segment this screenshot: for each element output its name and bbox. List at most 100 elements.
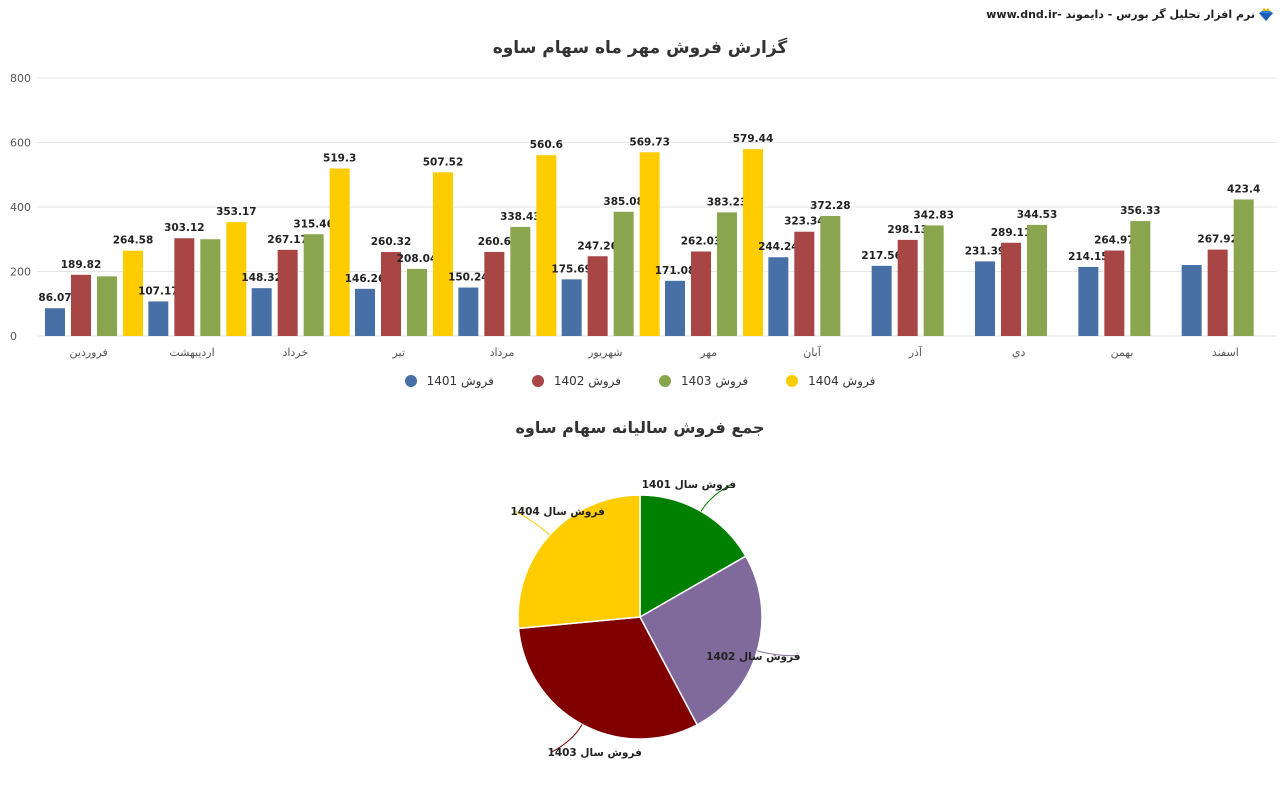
bar[interactable] bbox=[45, 308, 65, 336]
bar[interactable] bbox=[975, 261, 995, 336]
y-tick-label: 400 bbox=[10, 201, 31, 214]
bar[interactable] bbox=[871, 265, 892, 336]
data-label: 264.97 bbox=[1094, 235, 1135, 247]
bar[interactable] bbox=[226, 222, 247, 336]
data-label: 260.6 bbox=[478, 236, 511, 248]
bar-group: 231.39 289.11 344.53 bbox=[965, 209, 1057, 336]
legend-item[interactable]: فروش 1401 bbox=[404, 374, 494, 388]
y-tick-label: 200 bbox=[10, 266, 31, 279]
pie-slice[interactable] bbox=[517, 494, 641, 630]
data-label: 86.07 bbox=[38, 292, 71, 304]
bar[interactable] bbox=[484, 251, 505, 336]
data-label: 423.4 bbox=[1227, 183, 1260, 195]
bar[interactable] bbox=[923, 225, 944, 336]
bar[interactable] bbox=[820, 215, 841, 336]
bar-group: 217.56 298.13 342.83 bbox=[861, 209, 954, 336]
bar[interactable] bbox=[613, 211, 634, 336]
bar[interactable] bbox=[251, 288, 272, 336]
data-label: 264.58 bbox=[113, 235, 154, 247]
x-tick-label: خرداد bbox=[282, 346, 308, 359]
data-label: 315.46 bbox=[293, 218, 334, 230]
bar-chart: 0 200 400 600 800 86.07 189.82 264.58 فروردین 107… bbox=[10, 72, 1277, 359]
bar[interactable] bbox=[691, 251, 711, 336]
legend-dot-icon bbox=[786, 375, 799, 387]
data-label: 298.13 bbox=[887, 224, 928, 236]
bar[interactable] bbox=[717, 212, 737, 336]
data-label: 372.28 bbox=[810, 200, 851, 212]
pie-connector bbox=[700, 483, 733, 512]
pie-label: فروش سال 1401 bbox=[642, 479, 736, 491]
x-tick-label: اسفند bbox=[1212, 346, 1239, 359]
data-label: 342.83 bbox=[913, 209, 954, 221]
bar[interactable] bbox=[381, 252, 401, 336]
bar-chart-title: گزارش فروش مهر ماه سهام ساوه bbox=[492, 38, 788, 58]
bar[interactable] bbox=[329, 168, 350, 336]
pie-chart-title: جمع فروش سالیانه سهام ساوه bbox=[515, 418, 765, 437]
bar-group: 171.08 262.03 383.23 579.44 bbox=[655, 133, 774, 336]
legend-item[interactable]: فروش 1404 bbox=[786, 374, 875, 388]
data-label: 208.04 bbox=[397, 253, 438, 265]
legend-item[interactable]: فروش 1402 bbox=[531, 374, 621, 388]
y-tick-label: 0 bbox=[10, 330, 17, 343]
bar[interactable] bbox=[148, 301, 169, 336]
bar[interactable] bbox=[407, 268, 427, 336]
bar[interactable] bbox=[1027, 224, 1047, 336]
bar[interactable] bbox=[1207, 249, 1228, 336]
bar-group: 267.92 423.4 bbox=[1181, 183, 1260, 336]
bar[interactable] bbox=[303, 234, 324, 336]
bar[interactable] bbox=[1001, 242, 1021, 336]
diamond-crown-icon bbox=[1259, 8, 1273, 21]
bar[interactable] bbox=[743, 149, 763, 336]
bar[interactable] bbox=[768, 257, 789, 336]
data-label: 171.08 bbox=[655, 265, 696, 277]
bar[interactable] bbox=[174, 238, 195, 336]
bar[interactable] bbox=[1233, 199, 1254, 336]
bar[interactable] bbox=[433, 172, 453, 336]
data-label: 289.11 bbox=[991, 227, 1032, 239]
bar-group: 244.24 323.34 372.28 bbox=[758, 200, 851, 336]
bar[interactable] bbox=[665, 280, 685, 336]
bar[interactable] bbox=[897, 239, 918, 336]
bar[interactable] bbox=[536, 155, 557, 336]
data-label: 323.34 bbox=[784, 216, 825, 228]
data-label: 569.73 bbox=[629, 136, 670, 148]
data-label: 150.24 bbox=[448, 272, 489, 284]
bar[interactable] bbox=[1130, 221, 1151, 336]
legend-label: فروش 1402 bbox=[553, 374, 621, 388]
data-label: 385.08 bbox=[603, 196, 644, 208]
bar[interactable] bbox=[458, 287, 479, 336]
x-tick-label: آذر bbox=[908, 345, 923, 359]
bar[interactable] bbox=[71, 274, 91, 336]
x-tick-label: تیر bbox=[391, 346, 404, 359]
bar[interactable] bbox=[639, 152, 660, 336]
bar[interactable] bbox=[510, 226, 531, 336]
y-tick-label: 600 bbox=[10, 137, 31, 150]
data-label: 148.32 bbox=[241, 272, 282, 284]
bar[interactable] bbox=[355, 288, 375, 336]
bar[interactable] bbox=[200, 239, 221, 336]
x-tick-label: فروردین bbox=[70, 346, 108, 359]
bar[interactable] bbox=[794, 231, 815, 336]
pie-connector bbox=[551, 724, 583, 753]
bar[interactable] bbox=[97, 276, 117, 336]
bar[interactable] bbox=[1104, 250, 1125, 336]
legend-item[interactable]: فروش 1403 bbox=[659, 374, 748, 388]
data-label: 579.44 bbox=[733, 133, 774, 145]
data-label: 214.15 bbox=[1068, 251, 1109, 263]
bar-group: 175.69 247.26 385.08 569.73 bbox=[551, 136, 670, 336]
bar[interactable] bbox=[123, 250, 143, 336]
data-label: 175.69 bbox=[551, 263, 592, 275]
data-label: 353.17 bbox=[216, 206, 257, 218]
data-label: 262.03 bbox=[681, 235, 722, 247]
bar-group: 214.15 264.97 356.33 bbox=[1068, 205, 1161, 336]
bar[interactable] bbox=[1078, 266, 1099, 336]
bar[interactable] bbox=[561, 279, 582, 336]
data-label: 338.43 bbox=[500, 211, 541, 223]
bar[interactable] bbox=[277, 249, 298, 336]
bar-group: 148.32 267.17 315.46 519.3 bbox=[241, 153, 356, 336]
legend-label: فروش 1403 bbox=[681, 374, 749, 388]
bar[interactable] bbox=[1181, 265, 1202, 336]
bar[interactable] bbox=[587, 256, 608, 336]
x-tick-label: مهر bbox=[699, 346, 717, 359]
data-label: 519.3 bbox=[323, 153, 356, 165]
